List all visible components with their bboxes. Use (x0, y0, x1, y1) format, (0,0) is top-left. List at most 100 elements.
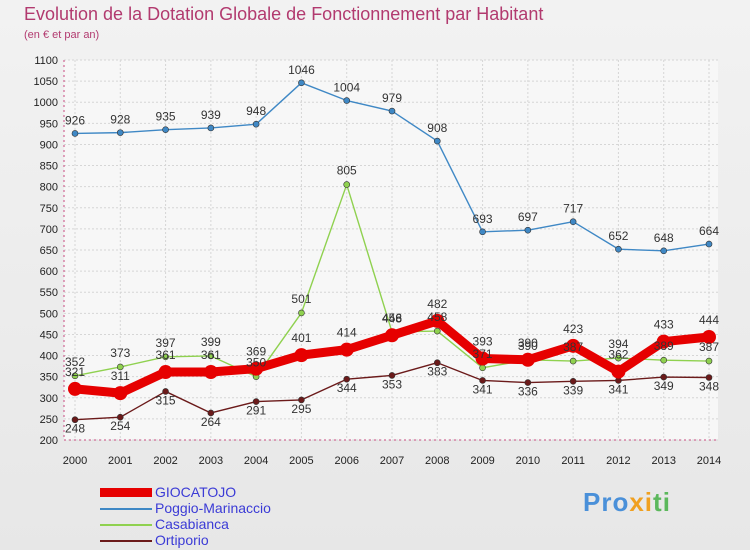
point-giocatojo (430, 313, 445, 328)
point-poggio-marinaccio (660, 247, 668, 255)
data-label-poggio-marinaccio: 664 (699, 224, 719, 238)
point-giocatojo (611, 364, 626, 379)
point-casabianca (207, 352, 215, 360)
point-ortiporio (479, 377, 486, 384)
point-giocatojo (68, 381, 82, 396)
series-layer (68, 79, 716, 424)
y-tick-label: 700 (40, 224, 58, 236)
point-poggio-marinaccio (207, 124, 215, 132)
data-label-casabianca: 501 (291, 292, 311, 306)
point-giocatojo (475, 351, 490, 366)
y-tick-label: 800 (40, 182, 58, 194)
point-casabianca (298, 309, 305, 317)
data-label-ortiporio: 348 (699, 380, 719, 394)
data-label-ortiporio: 353 (382, 377, 402, 391)
point-poggio-marinaccio (524, 226, 532, 234)
point-giocatojo (113, 386, 128, 401)
x-tick-label: 2012 (606, 455, 630, 467)
point-ortiporio (569, 378, 577, 385)
data-label-casabianca: 352 (65, 355, 85, 369)
y-tick-label: 500 (40, 308, 58, 320)
data-label-casabianca: 805 (337, 164, 357, 178)
data-label-poggio-marinaccio: 935 (156, 110, 176, 124)
x-tick-label: 2003 (199, 455, 223, 467)
x-tick-label: 2011 (561, 455, 585, 467)
x-tick-label: 2004 (244, 455, 268, 467)
data-labels: 926 928 935 939 948 1046 1004 979 908 693 697 717 65… (65, 63, 719, 436)
point-giocatojo (566, 338, 581, 353)
data-label-casabianca: 387 (699, 340, 719, 354)
point-ortiporio (162, 388, 169, 395)
legend-label-ortiporio: Ortiporio (155, 532, 209, 548)
x-tick-label: 2001 (108, 455, 132, 467)
y-tick-label: 650 (40, 245, 58, 257)
data-label-casabianca: 387 (563, 340, 583, 354)
data-label-casabianca: 399 (201, 335, 221, 349)
data-label-poggio-marinaccio: 648 (654, 231, 674, 245)
data-label-ortiporio: 344 (337, 381, 357, 395)
point-giocatojo (702, 329, 716, 344)
series-ortiporio (71, 359, 713, 424)
x-tick-label: 2006 (334, 455, 358, 467)
x-tick-label: 2008 (425, 455, 449, 467)
data-label-casabianca: 456 (382, 311, 402, 325)
point-casabianca (705, 357, 713, 365)
point-ortiporio (71, 416, 79, 424)
point-poggio-marinaccio (433, 137, 441, 145)
logo-part-1: Pro (583, 487, 630, 517)
data-label-giocatojo: 390 (518, 336, 538, 350)
y-tick-label: 250 (40, 414, 58, 426)
point-poggio-marinaccio (388, 107, 396, 115)
data-label-ortiporio: 336 (518, 385, 538, 399)
data-label-ortiporio: 264 (201, 415, 221, 429)
legend-swatch-giocatojo (100, 488, 152, 497)
data-label-poggio-marinaccio: 928 (110, 113, 130, 127)
logo-part-2: xi (629, 487, 654, 517)
point-ortiporio (388, 372, 396, 379)
data-label-casabianca: 371 (473, 347, 493, 361)
point-giocatojo (656, 334, 671, 349)
point-giocatojo (158, 365, 173, 380)
x-tick-label: 2005 (289, 455, 313, 467)
data-label-poggio-marinaccio: 908 (427, 121, 447, 135)
chart-title: Evolution de la Dotation Globale de Fonc… (24, 4, 544, 24)
series-giocatojo (68, 313, 716, 401)
data-label-giocatojo: 448 (382, 311, 402, 325)
point-ortiporio (343, 375, 351, 383)
point-casabianca (162, 353, 169, 361)
point-giocatojo (249, 361, 264, 376)
x-tick-label: 2014 (697, 455, 721, 467)
point-casabianca (71, 372, 79, 380)
point-casabianca (116, 363, 124, 371)
y-tick-label: 1000 (34, 97, 58, 109)
legend-swatch-poggio-marinaccio (100, 508, 152, 510)
data-label-giocatojo: 362 (608, 348, 628, 362)
axes: 200 250 300 350 400 450 500 550 600 650 700 750 800 8… (34, 55, 722, 467)
data-label-giocatojo: 414 (337, 326, 357, 340)
data-label-giocatojo: 361 (156, 348, 176, 362)
data-label-casabianca: 389 (654, 339, 674, 353)
point-poggio-marinaccio (479, 228, 486, 236)
data-label-poggio-marinaccio: 652 (608, 229, 628, 243)
legend-label-giocatojo: GIOCATOJO (155, 484, 237, 500)
y-tick-label: 950 (40, 118, 58, 130)
data-label-ortiporio: 295 (291, 402, 311, 416)
data-label-casabianca: 458 (427, 310, 447, 324)
point-casabianca (569, 357, 577, 365)
data-label-poggio-marinaccio: 717 (563, 202, 583, 216)
data-label-poggio-marinaccio: 697 (518, 210, 538, 224)
data-label-poggio-marinaccio: 693 (473, 212, 493, 226)
point-casabianca (479, 364, 486, 372)
point-poggio-marinaccio (71, 130, 79, 137)
data-label-giocatojo: 433 (654, 318, 674, 332)
point-giocatojo (203, 365, 218, 380)
logo-part-3: ti (653, 487, 671, 517)
y-tick-label: 550 (40, 287, 58, 299)
data-label-giocatojo: 423 (563, 322, 583, 336)
y-tick-label: 1100 (34, 55, 58, 67)
data-label-casabianca: 390 (518, 339, 538, 353)
data-label-ortiporio: 341 (608, 382, 628, 396)
data-label-giocatojo: 369 (246, 345, 266, 359)
legend-swatch-casabianca (100, 524, 152, 526)
